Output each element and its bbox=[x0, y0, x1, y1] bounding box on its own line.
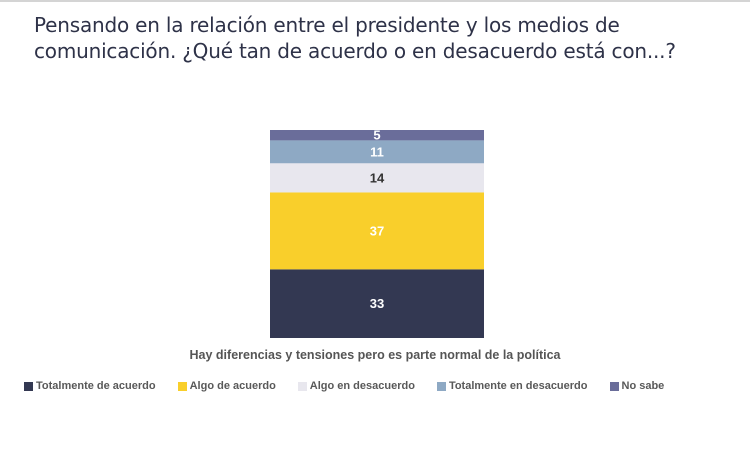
top-border bbox=[0, 0, 750, 2]
bar-segment-totalmente-en-desacuerdo bbox=[270, 140, 484, 164]
data-label: 11 bbox=[370, 144, 384, 159]
legend-label: Algo en desacuerdo bbox=[309, 380, 415, 392]
bar-segment-algo-en-desacuerdo bbox=[270, 163, 484, 193]
data-label: 33 bbox=[370, 296, 384, 311]
legend-item: Algo en desacuerdo bbox=[297, 380, 415, 392]
legend-item: Totalmente de acuerdo bbox=[24, 380, 156, 392]
legend-label: Totalmente en desacuerdo bbox=[448, 380, 588, 392]
legend-label: Totalmente de acuerdo bbox=[36, 380, 156, 392]
legend: Totalmente de acuerdo Algo de acuerdo Algo… bbox=[24, 380, 686, 392]
bar-segment-totalmente-de-acuerdo bbox=[270, 269, 484, 338]
legend-swatch bbox=[436, 381, 446, 391]
chart-title: Pensando en la relación entre el preside… bbox=[34, 13, 676, 63]
data-label: 14 bbox=[370, 170, 385, 185]
data-label: 5 bbox=[373, 128, 380, 143]
legend-swatch bbox=[297, 381, 307, 391]
bar-segment-algo-de-acuerdo bbox=[270, 192, 484, 270]
data-label: 37 bbox=[370, 223, 384, 238]
legend-swatch bbox=[609, 381, 619, 391]
category-label: Hay diferencias y tensiones pero es part… bbox=[189, 348, 561, 362]
legend-label: No sabe bbox=[621, 380, 665, 392]
legend-swatch bbox=[177, 381, 187, 391]
legend-item: Algo de acuerdo bbox=[177, 380, 276, 392]
legend-label: Algo de acuerdo bbox=[189, 380, 276, 392]
legend-item: Totalmente en desacuerdo bbox=[436, 380, 588, 392]
legend-item: No sabe bbox=[609, 380, 665, 392]
legend-swatch bbox=[24, 381, 33, 391]
bar-segment-no-sabe bbox=[270, 130, 484, 141]
